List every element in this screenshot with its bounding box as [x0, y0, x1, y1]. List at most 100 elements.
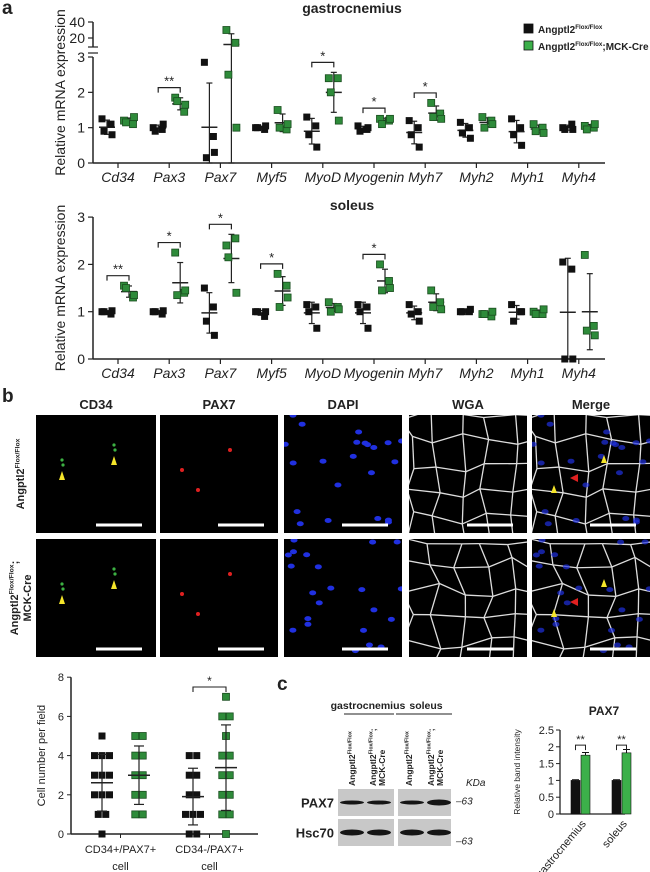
membrane-line	[535, 664, 557, 675]
membrane-line	[602, 488, 610, 514]
control-data-point	[202, 154, 210, 162]
membrane-line	[461, 497, 464, 524]
membrane-line	[488, 637, 493, 657]
y-tick-label: 3	[77, 209, 85, 225]
knockout-data-point	[122, 118, 130, 127]
tissue-label-soleus: soleus	[409, 700, 442, 712]
control-data-point	[414, 124, 422, 132]
membrane-line	[532, 430, 536, 437]
membrane-line	[513, 613, 516, 637]
control-data-point	[100, 127, 108, 135]
pax7-signal	[228, 572, 232, 576]
membrane-line	[462, 488, 481, 498]
membrane-line	[606, 613, 639, 619]
control-bar	[570, 780, 581, 815]
channel-label-wga: WGA	[452, 397, 484, 412]
control-data-point	[193, 830, 201, 838]
membrane-line	[532, 560, 554, 566]
nucleus-dot	[618, 444, 626, 450]
nucleus-dot	[334, 482, 342, 488]
membrane-line	[532, 493, 538, 512]
membrane-line	[431, 442, 437, 468]
membrane-line	[636, 666, 650, 668]
membrane-line	[483, 415, 516, 419]
nucleus-dot	[557, 590, 565, 596]
membrane-line	[512, 636, 515, 657]
pax7-signal	[196, 488, 200, 492]
membrane-line	[411, 436, 415, 469]
micrograph-background	[409, 539, 527, 657]
membrane-line	[639, 444, 642, 464]
membrane-line	[576, 543, 586, 568]
knockout-data-point	[589, 321, 598, 330]
membrane-line	[611, 637, 616, 657]
text-base: Angptl2	[368, 754, 378, 786]
nucleus-dot	[304, 621, 312, 627]
membrane-line	[605, 417, 613, 440]
x-tick-label: Myh2	[459, 169, 493, 185]
membrane-line	[584, 637, 616, 648]
x-tick-label: Pax3	[153, 169, 185, 185]
micrograph-content	[532, 539, 650, 675]
y-tick-label: 0	[77, 155, 85, 171]
pax7-signal	[180, 468, 184, 472]
micrograph-background	[284, 539, 402, 657]
membrane-line	[585, 512, 610, 525]
membrane-line	[479, 463, 485, 489]
x-tick-label: soleus	[600, 818, 630, 850]
control-data-point	[182, 810, 189, 818]
control-data-point	[466, 305, 474, 313]
membrane-line	[431, 515, 436, 533]
control-data-point	[185, 752, 193, 760]
blot-band	[340, 800, 364, 805]
control-data-point	[510, 317, 518, 325]
membrane-line	[462, 471, 467, 498]
membrane-line	[611, 556, 636, 568]
nucleus-dot	[361, 440, 369, 446]
y-tick-label: 0	[58, 829, 64, 841]
membrane-line	[552, 564, 564, 584]
control-data-point	[517, 124, 525, 132]
knockout-data-point	[334, 116, 343, 125]
significance-bracket	[208, 223, 232, 230]
membrane-line	[512, 488, 527, 493]
nucleus-dot	[538, 539, 546, 543]
control-data-point	[209, 303, 217, 311]
membrane-line	[588, 463, 608, 473]
micrograph-content	[180, 572, 232, 616]
nucleus-dot	[632, 440, 640, 446]
control-data-point	[185, 771, 193, 779]
knockout-data-point	[231, 234, 240, 243]
x-tick-label: Myh4	[562, 169, 596, 185]
knockout-data-point	[225, 810, 234, 819]
y-tick-label: 3	[77, 49, 85, 65]
membrane-line	[634, 557, 640, 589]
arrowhead-yellow-icon	[551, 485, 557, 493]
nucleus-dot	[367, 470, 375, 476]
membrane-line	[635, 463, 641, 493]
knockout-data-point	[437, 114, 446, 123]
knockout-data-point	[225, 751, 234, 760]
control-data-point	[569, 355, 577, 363]
row-label-knockout: Angptl2Flox/Flox;	[9, 561, 21, 636]
nucleus-dot	[622, 516, 630, 522]
knockout-data-point	[531, 310, 540, 318]
y-axis-label: Cell number per field	[36, 705, 48, 807]
membrane-line	[403, 560, 405, 593]
chart-title: PAX7	[589, 704, 620, 718]
blot-band	[340, 829, 364, 836]
cd34-signal	[60, 582, 64, 586]
membrane-line	[409, 614, 414, 628]
protein-label-hsc70: Hsc70	[296, 826, 334, 841]
significance-bracket	[192, 686, 227, 692]
knockout-data-point	[437, 305, 446, 314]
membrane-line	[409, 640, 441, 650]
nucleus-dot	[314, 564, 322, 570]
membrane-line	[479, 488, 487, 514]
y-tick-label: 20	[69, 30, 85, 46]
membrane-line	[483, 439, 490, 464]
knockout-data-point	[282, 281, 291, 290]
membrane-line	[584, 616, 590, 648]
membrane-line	[553, 614, 589, 618]
nucleus-dot	[309, 590, 317, 596]
